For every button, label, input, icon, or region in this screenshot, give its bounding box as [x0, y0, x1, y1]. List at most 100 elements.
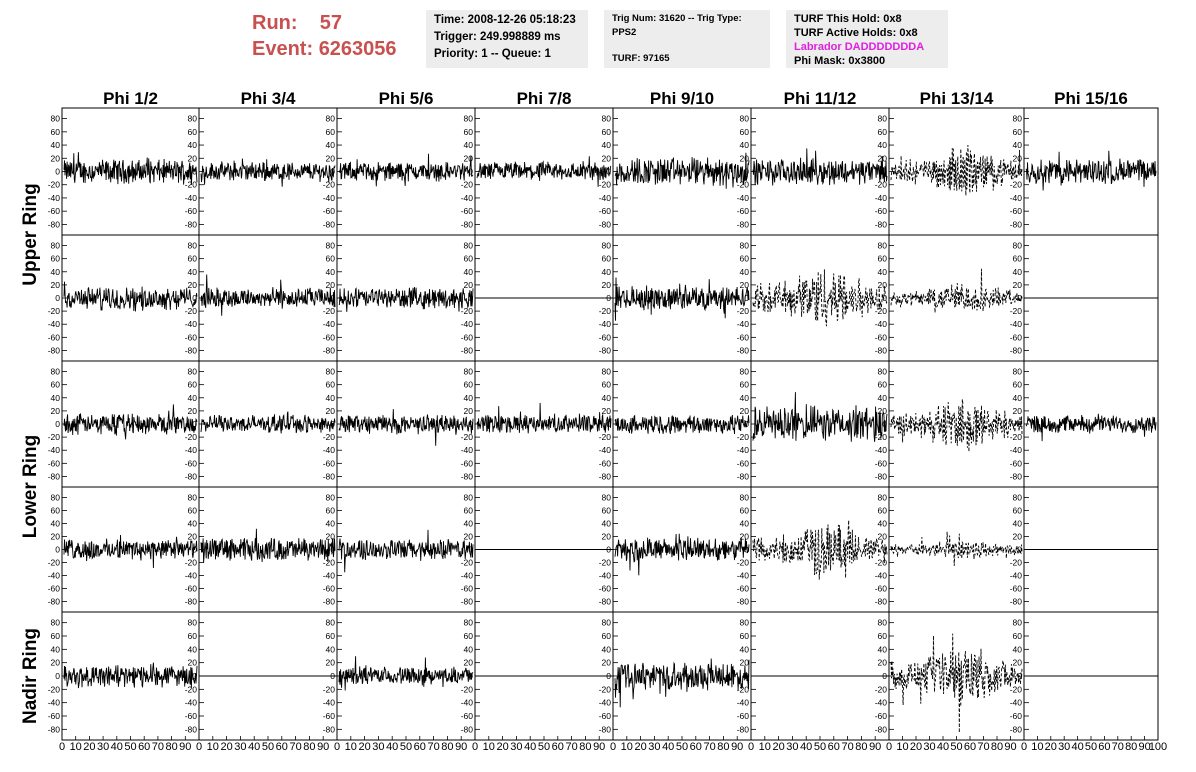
y-tick-label: -20 [875, 432, 888, 442]
y-tick-label: 20 [464, 153, 474, 163]
y-tick-label: 80 [326, 114, 336, 124]
x-tick-label: 60 [828, 741, 840, 753]
waveform-trace-r2-c5 [614, 277, 750, 321]
y-tick-label: 80 [188, 618, 198, 628]
x-tick-label: 80 [855, 741, 867, 753]
y-tick-label: -40 [875, 445, 888, 455]
y-tick-label: -60 [875, 458, 888, 468]
x-tick-label: 70 [977, 741, 989, 753]
y-tick-label: 40 [602, 140, 612, 150]
waveform-trace-r2-c3 [338, 287, 474, 312]
y-tick-label: 0 [330, 293, 335, 303]
y-tick-label: 80 [188, 241, 198, 251]
x-tick-label: 60 [138, 741, 150, 753]
y-tick-label: 20 [464, 658, 474, 668]
y-tick-label: 80 [878, 114, 888, 124]
y-tick-label: -60 [323, 332, 336, 342]
y-tick-label: 0 [55, 671, 60, 681]
y-tick-label: -40 [185, 193, 198, 203]
y-tick-label: -20 [1010, 306, 1023, 316]
run-label: Run: [252, 12, 298, 34]
y-tick-label: -80 [1010, 471, 1023, 481]
x-tick-label: 50 [262, 741, 274, 753]
y-tick-label: 60 [326, 506, 336, 516]
y-tick-label: 60 [464, 631, 474, 641]
y-tick-label: 0 [192, 293, 197, 303]
y-tick-label: 0 [744, 545, 749, 555]
y-tick-label: -40 [599, 319, 612, 329]
y-tick-label: -40 [461, 193, 474, 203]
y-tick-label: 60 [740, 254, 750, 264]
x-tick-label: 50 [124, 741, 136, 753]
y-tick-label: -40 [737, 698, 750, 708]
waveform-trace-r3-c7 [890, 399, 1023, 452]
y-tick-label: 20 [326, 280, 336, 290]
y-tick-label: -40 [323, 445, 336, 455]
y-tick-label: -60 [461, 206, 474, 216]
y-tick-label: -60 [875, 332, 888, 342]
y-tick-label: 40 [1013, 393, 1023, 403]
y-tick-label: -20 [599, 432, 612, 442]
y-tick-label: -20 [737, 306, 750, 316]
y-tick-label: 80 [326, 367, 336, 377]
waveform-trace-r5-c5 [614, 658, 750, 708]
x-tick-label: 0 [196, 741, 202, 753]
y-tick-label: 40 [464, 519, 474, 529]
y-tick-label: 60 [740, 506, 750, 516]
y-tick-label: -40 [875, 571, 888, 581]
y-tick-label: -60 [185, 206, 198, 216]
y-tick-label: 60 [326, 127, 336, 137]
x-tick-label: 0 [748, 741, 754, 753]
waveform-trace-r5-c7 [890, 633, 1023, 733]
y-tick-label: 60 [326, 254, 336, 264]
y-tick-label: -20 [461, 432, 474, 442]
x-tick-label: 80 [717, 741, 729, 753]
y-tick-label: -80 [48, 597, 61, 607]
y-tick-label: 40 [602, 267, 612, 277]
x-tick-label: 100 [1149, 741, 1167, 753]
x-tick-label: 50 [400, 741, 412, 753]
y-tick-label: 20 [1013, 153, 1023, 163]
y-tick-label: 60 [188, 631, 198, 641]
y-tick-label: 40 [188, 644, 198, 654]
waveform-trace-r3-c8 [1025, 413, 1157, 442]
y-tick-label: -60 [185, 584, 198, 594]
y-tick-label: 80 [740, 367, 750, 377]
y-tick-label: 80 [602, 367, 612, 377]
y-tick-label: 20 [188, 280, 198, 290]
y-tick-label: -80 [323, 219, 336, 229]
y-tick-label: 0 [55, 545, 60, 555]
y-tick-label: -60 [323, 458, 336, 468]
y-tick-label: 0 [882, 419, 887, 429]
y-tick-label: -60 [323, 206, 336, 216]
y-tick-label: -80 [599, 345, 612, 355]
y-tick-label: -20 [875, 306, 888, 316]
y-tick-label: -80 [185, 345, 198, 355]
x-tick-label: 10 [896, 741, 908, 753]
y-tick-label: -40 [1010, 698, 1023, 708]
y-tick-label: 40 [188, 393, 198, 403]
y-tick-label: 80 [326, 618, 336, 628]
y-tick-label: -20 [599, 180, 612, 190]
waveform-trace-r2-c7 [890, 268, 1023, 313]
x-tick-label: 60 [414, 741, 426, 753]
waveform-trace-r3-c2 [200, 411, 336, 434]
y-tick-label: 60 [602, 127, 612, 137]
y-tick-label: 80 [1013, 241, 1023, 251]
y-tick-label: 80 [878, 618, 888, 628]
x-tick-label: 60 [1098, 741, 1110, 753]
panel-frame-r1-c8 [1023, 107, 1159, 236]
x-tick-label: 90 [593, 741, 605, 753]
y-tick-label: 20 [602, 153, 612, 163]
y-tick-label: 20 [464, 406, 474, 416]
x-tick-label: 60 [552, 741, 564, 753]
x-tick-label: 70 [841, 741, 853, 753]
y-tick-label: 40 [740, 644, 750, 654]
y-tick-label: -60 [1010, 206, 1023, 216]
y-tick-label: 40 [326, 519, 336, 529]
y-tick-label: 60 [602, 380, 612, 390]
y-tick-label: -60 [1010, 584, 1023, 594]
y-tick-label: -20 [737, 684, 750, 694]
y-tick-label: 0 [1017, 545, 1022, 555]
y-tick-label: 20 [51, 280, 61, 290]
